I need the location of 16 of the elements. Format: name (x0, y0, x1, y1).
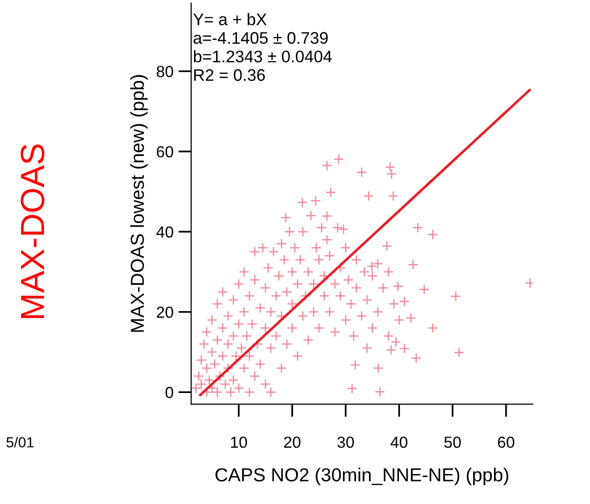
text: MAX-DOAS (20, 144, 44, 318)
annotation: Y= a + bX a=-4.1405 ± 0.739 b=1.2343 ± 0.0404 R2 = 0.36 (193, 13, 332, 81)
x-tick-label: 30 (337, 436, 354, 448)
y-tick-label: 60 (156, 146, 174, 158)
y-axis-title: MAX-DOAS lowest (new) (ppb) (130, 75, 148, 332)
x-tick-label: 10 (231, 436, 247, 448)
x-tick-label: 20 (284, 436, 300, 448)
x-tick-label: 50 (444, 436, 461, 448)
x-tick-label: 60 (498, 436, 514, 448)
y-tick-label: 40 (156, 226, 174, 238)
text: 5/01 (6, 436, 34, 448)
y-tick-label: 80 (156, 66, 174, 78)
x-axis-title: CAPS NO2 (30min_NNE-NE) (ppb) (215, 468, 508, 486)
y-tick-label: 20 (156, 306, 174, 318)
y-tick-label: 0 (166, 386, 174, 398)
x-tick-label: 40 (390, 436, 408, 448)
